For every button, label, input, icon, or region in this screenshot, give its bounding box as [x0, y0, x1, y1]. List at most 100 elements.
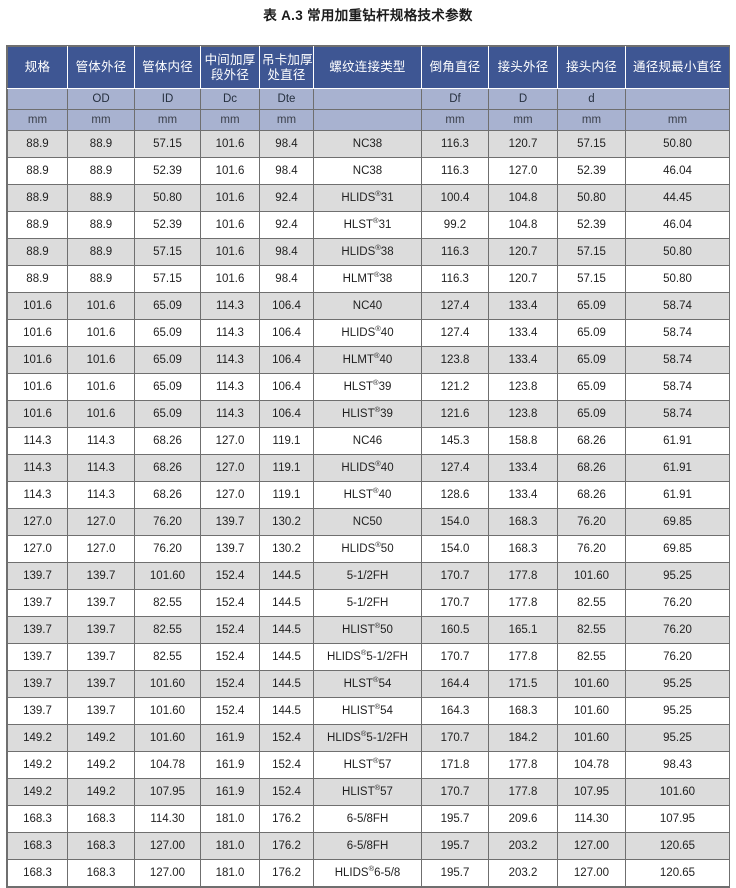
- cell-c0: 101.6: [7, 319, 68, 347]
- table-row: 127.0 127.0 76.20 139.7 130.2 HLIDS®50 154.0 16…: [7, 535, 729, 563]
- cell-c2: 101.60: [134, 697, 201, 725]
- cell-c2: 57.15: [134, 238, 201, 266]
- cell-c6: 121.6: [421, 400, 489, 428]
- cell-c9: 98.43: [625, 751, 729, 779]
- column-unit-7: mm: [488, 109, 558, 131]
- cell-thread-type: HLST®31: [313, 211, 422, 239]
- cell-c9: 107.95: [625, 805, 729, 833]
- cell-c4: 98.4: [259, 157, 314, 185]
- column-header-line1: 中间加厚: [204, 52, 256, 67]
- registered-trademark-icon: ®: [360, 648, 367, 658]
- cell-c0: 139.7: [7, 670, 68, 698]
- registered-trademark-icon: ®: [375, 189, 381, 199]
- column-header-7: 接头外径: [488, 46, 558, 89]
- cell-c8: 52.39: [557, 211, 626, 239]
- cell-c0: 127.0: [7, 508, 68, 536]
- cell-c7: 133.4: [488, 319, 558, 347]
- cell-c2: 114.30: [134, 805, 201, 833]
- registered-trademark-icon: ®: [373, 378, 379, 388]
- cell-c2: 101.60: [134, 562, 201, 590]
- cell-c9: 76.20: [625, 643, 729, 671]
- cell-c3: 114.3: [200, 373, 260, 401]
- column-symbol-9: [625, 88, 729, 110]
- column-header-line1: 接头内径: [566, 60, 617, 74]
- cell-c0: 88.9: [7, 238, 68, 266]
- cell-thread-type: HLST®54: [313, 670, 422, 698]
- cell-c6: 127.4: [421, 319, 489, 347]
- registered-trademark-icon: ®: [360, 729, 367, 739]
- cell-c6: 170.7: [421, 643, 489, 671]
- cell-c6: 116.3: [421, 265, 489, 293]
- table-row: 101.6 101.6 65.09 114.3 106.4 NC40 127.4 133.4 6…: [7, 292, 729, 320]
- cell-c4: 152.4: [259, 751, 314, 779]
- cell-c6: 121.2: [421, 373, 489, 401]
- cell-c9: 61.91: [625, 427, 729, 455]
- column-header-line2: 处直径: [267, 67, 306, 82]
- column-header-line1: 管体内径: [142, 60, 193, 74]
- cell-c9: 44.45: [625, 184, 729, 212]
- cell-c2: 68.26: [134, 454, 201, 482]
- cell-c2: 82.55: [134, 643, 201, 671]
- table-row: 149.2 149.2 104.78 161.9 152.4 HLST®57 171.8 17…: [7, 751, 729, 779]
- table-row: 139.7 139.7 82.55 152.4 144.5 HLIST®50 160.5 16…: [7, 616, 729, 644]
- cell-c0: 149.2: [7, 778, 68, 806]
- cell-c1: 88.9: [67, 211, 135, 239]
- cell-c2: 52.39: [134, 157, 201, 185]
- cell-c4: 144.5: [259, 589, 314, 617]
- cell-c2: 127.00: [134, 859, 201, 887]
- cell-c9: 69.85: [625, 535, 729, 563]
- cell-c2: 65.09: [134, 319, 201, 347]
- table-row: 139.7 139.7 101.60 152.4 144.5 HLIST®54 164.3 1…: [7, 697, 729, 725]
- cell-c3: 181.0: [200, 832, 260, 860]
- cell-c7: 120.7: [488, 265, 558, 293]
- cell-c8: 57.15: [557, 238, 626, 266]
- cell-c6: 116.3: [421, 238, 489, 266]
- registered-trademark-icon: ®: [374, 702, 381, 712]
- registered-trademark-icon: ®: [375, 540, 381, 550]
- cell-c4: 144.5: [259, 670, 314, 698]
- cell-thread-type: NC40: [313, 292, 422, 320]
- cell-c8: 101.60: [557, 697, 626, 725]
- cell-c2: 52.39: [134, 211, 201, 239]
- column-header-line1: 螺纹连接类型: [329, 60, 406, 74]
- cell-c4: 152.4: [259, 724, 314, 752]
- cell-c1: 139.7: [67, 616, 135, 644]
- cell-c3: 101.6: [200, 130, 260, 158]
- column-unit-9: mm: [625, 109, 729, 131]
- cell-c9: 76.20: [625, 589, 729, 617]
- cell-c7: 104.8: [488, 211, 558, 239]
- cell-c3: 114.3: [200, 319, 260, 347]
- column-unit-1: mm: [67, 109, 135, 131]
- cell-c8: 101.60: [557, 670, 626, 698]
- cell-c6: 127.4: [421, 292, 489, 320]
- table-header: 规格 管体外径 管体内径 中间加厚 段外径 吊卡加厚 处直径 螺纹连接类型 倒角直径 接头外径 接头…: [7, 46, 729, 131]
- cell-c4: 106.4: [259, 346, 314, 374]
- registered-trademark-icon: ®: [373, 216, 379, 226]
- registered-trademark-icon: ®: [373, 351, 380, 361]
- cell-c2: 68.26: [134, 481, 201, 509]
- cell-c3: 114.3: [200, 400, 260, 428]
- cell-thread-type: HLIDS®40: [313, 319, 422, 347]
- cell-c3: 101.6: [200, 211, 260, 239]
- cell-c2: 101.60: [134, 670, 201, 698]
- table-row: 139.7 139.7 82.55 152.4 144.5 5-1/2FH 170.7 177…: [7, 589, 729, 617]
- column-header-2: 管体内径: [134, 46, 201, 89]
- cell-thread-type: HLIDS®38: [313, 238, 422, 266]
- cell-c1: 149.2: [67, 724, 135, 752]
- table-row: 114.3 114.3 68.26 127.0 119.1 HLIDS®40 127.4 13…: [7, 454, 729, 482]
- table-row: 127.0 127.0 76.20 139.7 130.2 NC50 154.0 168.3 7…: [7, 508, 729, 536]
- cell-c8: 104.78: [557, 751, 626, 779]
- cell-c7: 203.2: [488, 832, 558, 860]
- cell-c7: 177.8: [488, 562, 558, 590]
- cell-c2: 65.09: [134, 292, 201, 320]
- header-row-names: 规格 管体外径 管体内径 中间加厚 段外径 吊卡加厚 处直径 螺纹连接类型 倒角直径 接头外径 接头…: [7, 46, 729, 89]
- cell-c8: 68.26: [557, 454, 626, 482]
- cell-c2: 82.55: [134, 589, 201, 617]
- column-symbol-5: [313, 88, 422, 110]
- cell-c4: 106.4: [259, 373, 314, 401]
- table-row: 101.6 101.6 65.09 114.3 106.4 HLST®39 121.2 123…: [7, 373, 729, 401]
- cell-c1: 149.2: [67, 751, 135, 779]
- cell-c0: 114.3: [7, 427, 68, 455]
- cell-c8: 107.95: [557, 778, 626, 806]
- cell-c9: 46.04: [625, 211, 729, 239]
